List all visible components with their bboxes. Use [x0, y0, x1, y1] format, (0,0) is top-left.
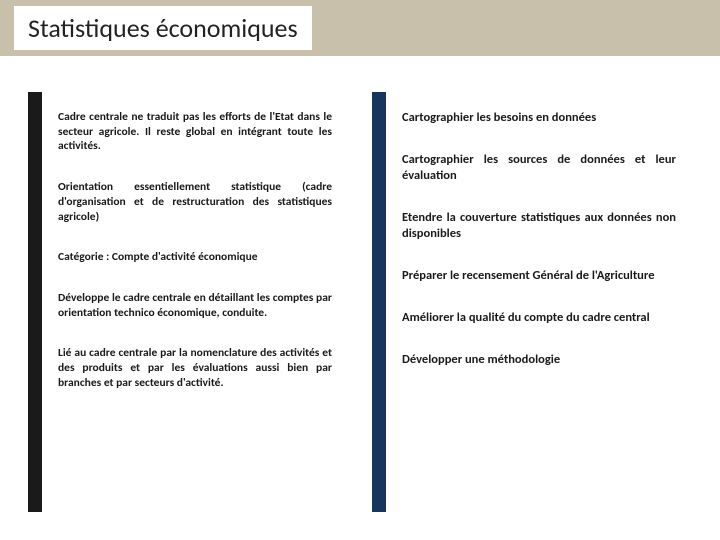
right-paragraph: Etendre la couverture statistiques aux d… [402, 210, 676, 242]
left-paragraph: Cadre centrale ne traduit pas les effort… [58, 110, 332, 154]
left-panel-body: Cadre centrale ne traduit pas les effort… [42, 92, 348, 512]
title-bar: Statistiques économiques [0, 0, 720, 56]
right-paragraph: Préparer le recensement Général de l'Agr… [402, 268, 676, 284]
left-paragraph: Catégorie : Compte d'activité économique [58, 250, 332, 265]
right-paragraph: Développer une méthodologie [402, 352, 676, 368]
right-paragraph: Cartographier les besoins en données [402, 110, 676, 126]
right-panel: Cartographier les besoins en données Car… [372, 92, 692, 512]
left-panel: Cadre centrale ne traduit pas les effort… [28, 92, 348, 512]
page-title: Statistiques économiques [14, 6, 312, 50]
content-area: Cadre centrale ne traduit pas les effort… [0, 56, 720, 540]
left-paragraph: Lié au cadre centrale par la nomenclatur… [58, 346, 332, 390]
right-panel-body: Cartographier les besoins en données Car… [386, 92, 692, 512]
left-paragraph: Orientation essentiellement statistique … [58, 180, 332, 224]
right-paragraph: Améliorer la qualité du compte du cadre … [402, 310, 676, 326]
left-paragraph: Développe le cadre centrale en détaillan… [58, 291, 332, 320]
right-paragraph: Cartographier les sources de données et … [402, 152, 676, 184]
